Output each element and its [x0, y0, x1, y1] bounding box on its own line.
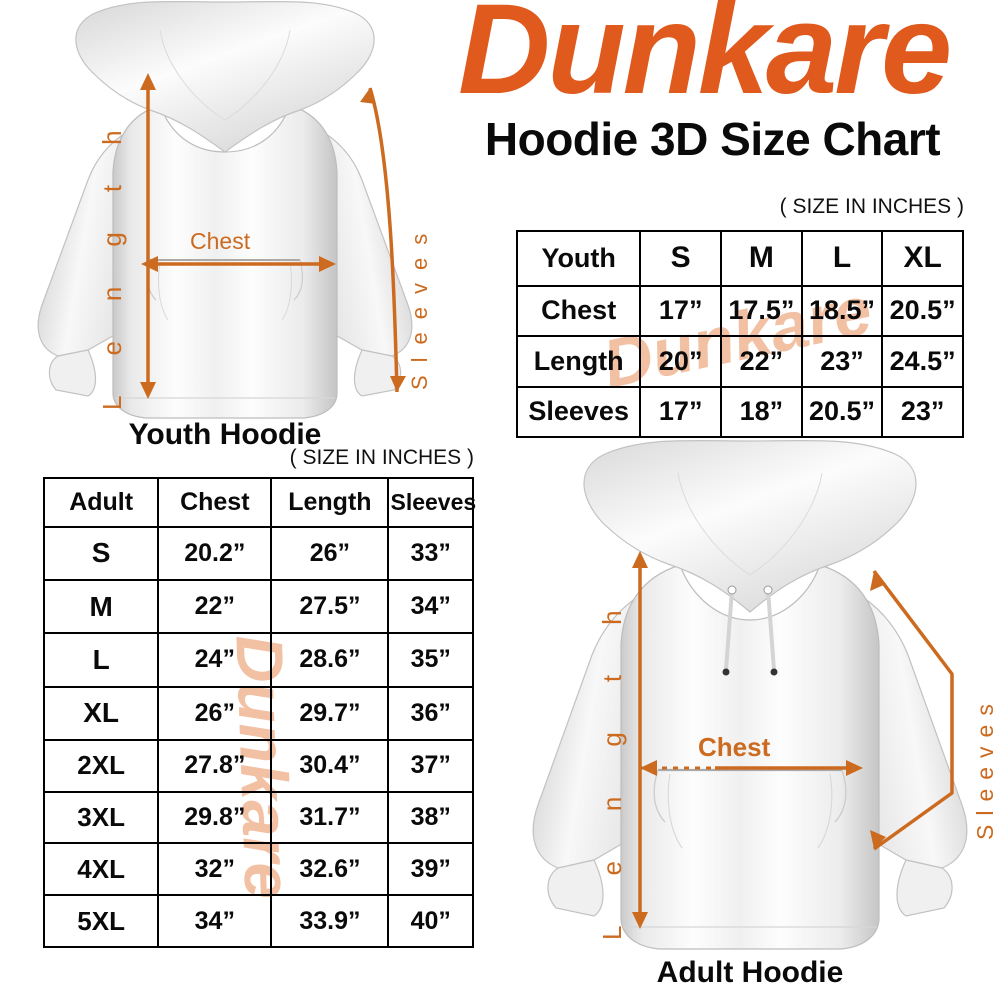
- svg-text:Dunkare: Dunkare: [458, 0, 949, 121]
